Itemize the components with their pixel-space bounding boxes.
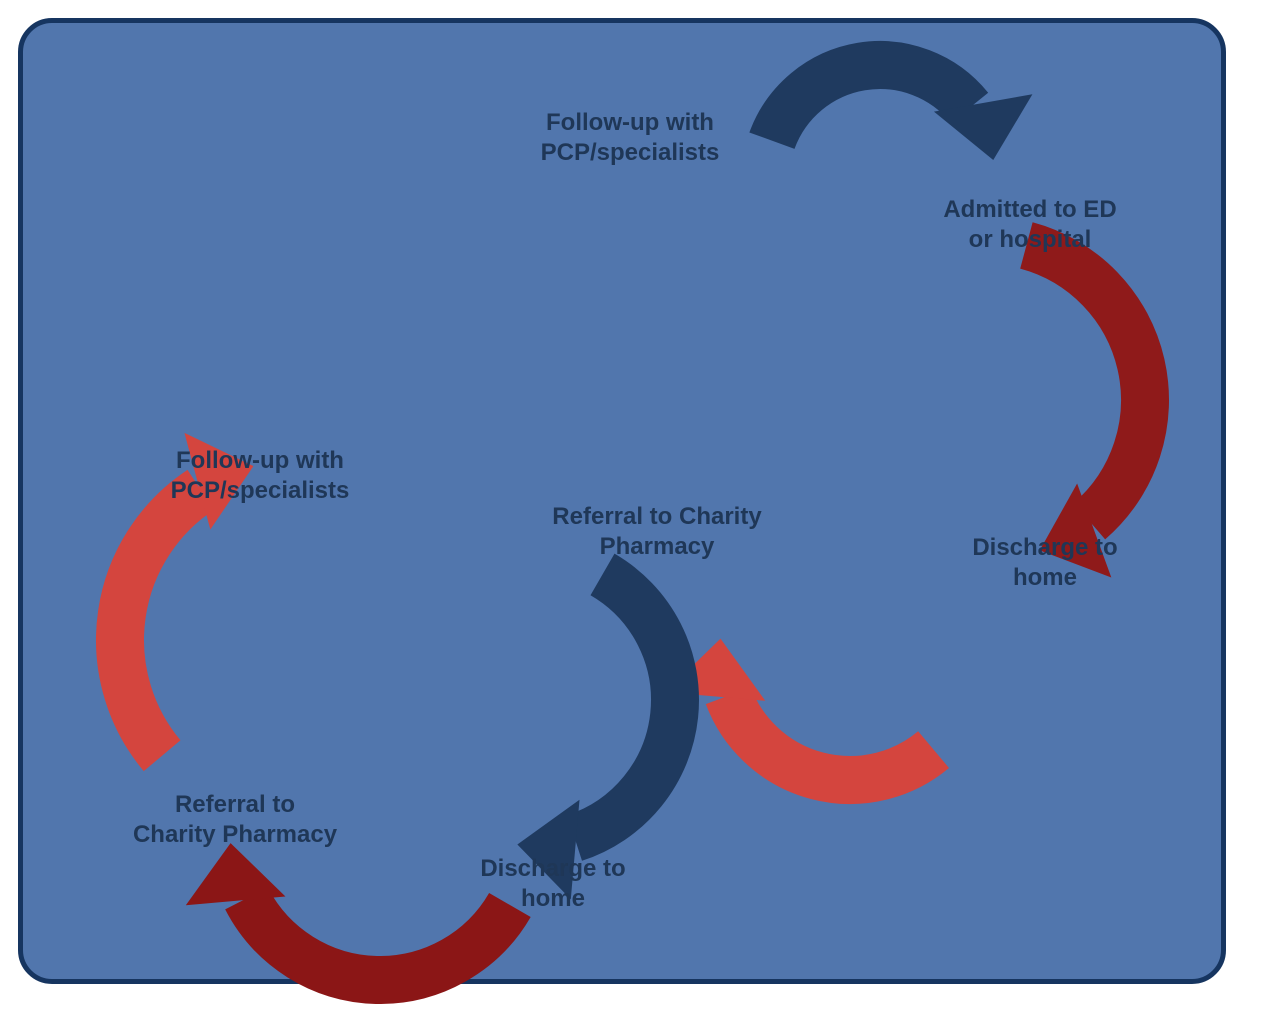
- label-followup-top: Follow-up with PCP/specialists: [500, 108, 760, 168]
- label-discharge-bottom: Discharge to home: [443, 854, 663, 914]
- label-admitted: Admitted to ED or hospital: [910, 195, 1150, 255]
- label-referral-left: Referral to Charity Pharmacy: [100, 790, 370, 850]
- label-followup-left: Follow-up with PCP/specialists: [130, 446, 390, 506]
- label-referral-center: Referral to Charity Pharmacy: [517, 502, 797, 562]
- label-discharge-right: Discharge to home: [935, 533, 1155, 593]
